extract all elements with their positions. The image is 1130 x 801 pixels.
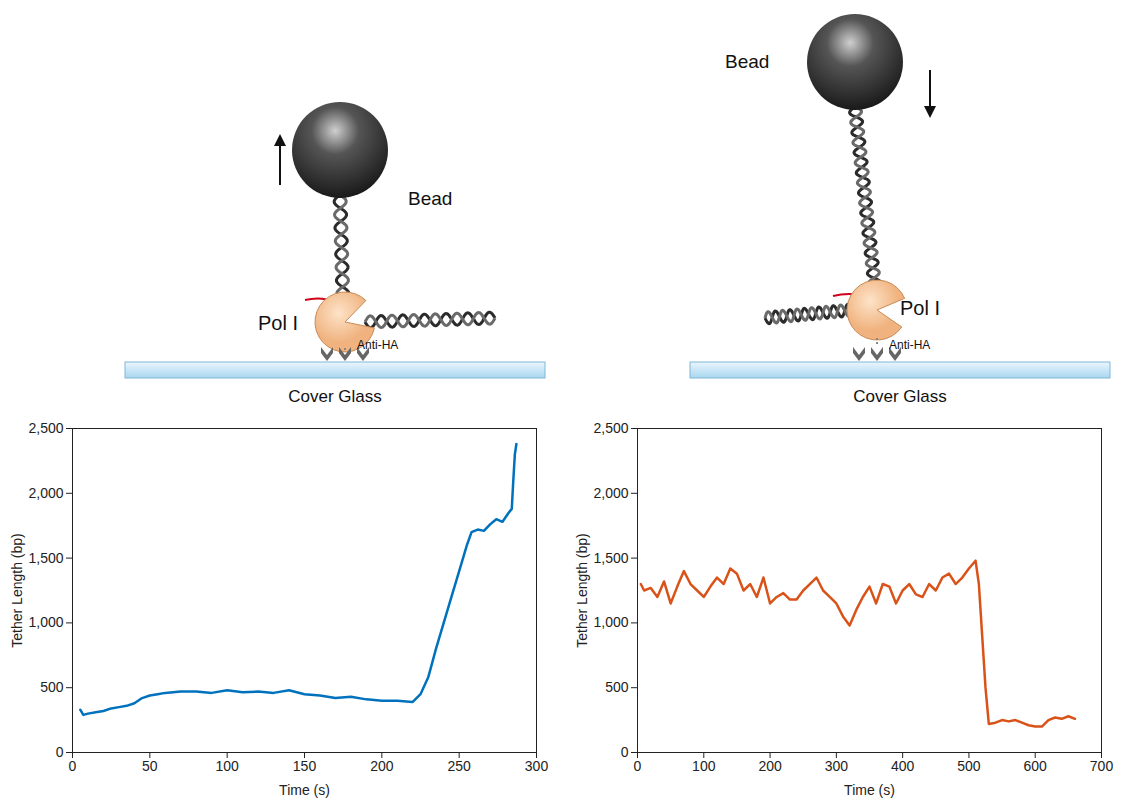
svg-text:300: 300 (825, 758, 849, 774)
svg-text:1,000: 1,000 (593, 614, 628, 630)
svg-text:300: 300 (525, 758, 549, 774)
svg-text:500: 500 (957, 758, 981, 774)
svg-text:1,000: 1,000 (28, 614, 63, 630)
svg-text:Pol I: Pol I (900, 297, 940, 319)
svg-text:0: 0 (634, 758, 642, 774)
svg-text:400: 400 (891, 758, 915, 774)
svg-text:1,500: 1,500 (28, 550, 63, 566)
svg-text:Cover Glass: Cover Glass (853, 387, 947, 406)
svg-text:100: 100 (692, 758, 716, 774)
svg-text:Tether Length (bp): Tether Length (bp) (574, 533, 590, 647)
svg-text:0: 0 (69, 758, 77, 774)
svg-text:2,000: 2,000 (593, 485, 628, 501)
svg-text:Time (s): Time (s) (279, 782, 330, 798)
svg-text:0: 0 (621, 744, 629, 760)
svg-text:1,500: 1,500 (593, 550, 628, 566)
svg-text:2,000: 2,000 (28, 485, 63, 501)
svg-text:Anti-HA: Anti-HA (357, 338, 398, 352)
svg-text:Anti-HA: Anti-HA (889, 338, 930, 352)
svg-text:200: 200 (370, 758, 394, 774)
svg-text:2,500: 2,500 (593, 420, 628, 436)
svg-text:500: 500 (605, 679, 629, 695)
svg-text:Bead: Bead (408, 188, 452, 209)
svg-text:600: 600 (1024, 758, 1048, 774)
svg-text:Time (s): Time (s) (844, 782, 895, 798)
svg-text:500: 500 (40, 679, 64, 695)
svg-text:2,500: 2,500 (28, 420, 63, 436)
svg-text:Bead: Bead (725, 51, 769, 72)
svg-text:100: 100 (215, 758, 239, 774)
svg-text:150: 150 (293, 758, 317, 774)
svg-text:700: 700 (1090, 758, 1114, 774)
svg-text:200: 200 (758, 758, 782, 774)
svg-text:Cover Glass: Cover Glass (288, 387, 382, 406)
svg-text:Tether Length (bp): Tether Length (bp) (9, 533, 25, 647)
svg-text:50: 50 (142, 758, 158, 774)
svg-text:0: 0 (56, 744, 64, 760)
svg-text:Pol I: Pol I (258, 312, 298, 334)
svg-text:250: 250 (447, 758, 471, 774)
